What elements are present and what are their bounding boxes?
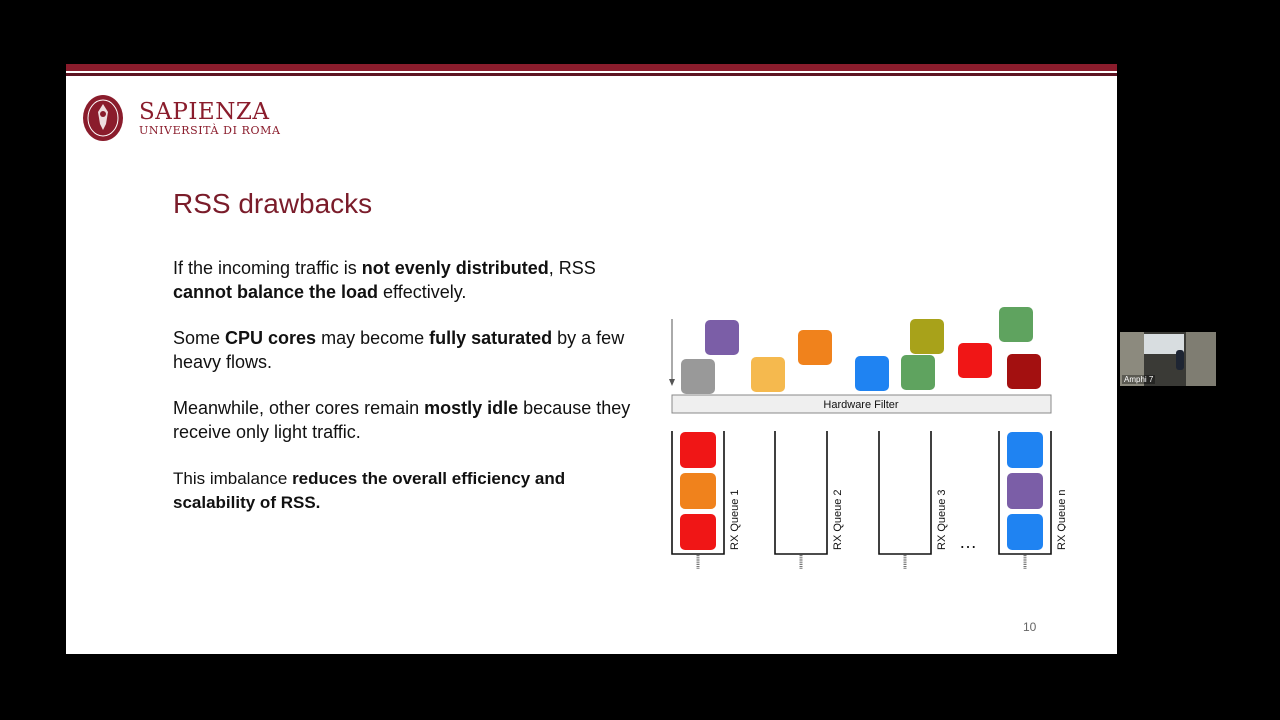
- incoming-packet: [1007, 354, 1041, 389]
- bold-text: CPU cores: [225, 328, 317, 348]
- queued-packet: [1007, 514, 1043, 550]
- slide-title: RSS drawbacks: [173, 188, 373, 219]
- incoming-packet: [901, 355, 935, 390]
- bullet-paragraph: Some CPU cores may become fully saturate…: [173, 327, 643, 374]
- webcam-person: [1176, 350, 1184, 370]
- rx-queue-label: RX Queue 2: [832, 489, 844, 550]
- header-band-thin: [66, 73, 1117, 76]
- rx-queue-label: RX Queue 1: [729, 489, 741, 550]
- bullet-paragraph: This imbalance reduces the overall effic…: [173, 467, 643, 514]
- incoming-packet: [681, 359, 715, 394]
- text-run: because they receive only light traffic.: [173, 398, 631, 442]
- slide-body-text: If the incoming traffic is not evenly di…: [173, 257, 643, 537]
- rx-queue-label: RX Queue 3: [936, 489, 948, 550]
- webcam-projector-screen: [1144, 334, 1184, 354]
- university-seal-icon: [83, 95, 123, 141]
- hardware-filter-bar: [671, 394, 1052, 414]
- queued-packet: [1007, 432, 1043, 468]
- incoming-packet: [999, 307, 1033, 342]
- text-run: , RSS: [548, 258, 596, 278]
- bold-text: reduces the overall efficiency and scala…: [173, 469, 566, 512]
- text-run: Some: [173, 328, 226, 348]
- rx-queue-outline: [671, 431, 725, 555]
- bullet-paragraph: Meanwhile, other cores remain mostly idl…: [173, 397, 643, 444]
- queued-packet: [680, 473, 716, 509]
- bold-text: mostly idle: [424, 398, 519, 418]
- incoming-packet: [705, 320, 739, 355]
- text-run: This imbalance: [173, 469, 293, 488]
- queued-packet: [680, 432, 716, 468]
- rx-queue-outline: [998, 431, 1052, 555]
- rx-queue-label: RX Queue n: [1056, 489, 1066, 550]
- hardware-filter-label: Hardware Filter: [823, 399, 899, 411]
- arrow-head-icon: [669, 379, 675, 386]
- webcam-label: Amphi 7: [1122, 375, 1156, 384]
- queued-packet: [680, 514, 716, 550]
- university-logo: SAPIENZA UNIVERSITÀ DI ROMA: [139, 100, 281, 138]
- logo-name: SAPIENZA: [139, 99, 270, 125]
- incoming-packet: [798, 330, 832, 365]
- text-run: If the incoming traffic is: [173, 258, 362, 278]
- webcam-thumbnail[interactable]: Amphi 7: [1120, 332, 1216, 386]
- incoming-packet: [958, 343, 992, 378]
- text-run: Meanwhile, other cores remain: [173, 398, 425, 418]
- bold-text: cannot balance the load: [173, 281, 379, 302]
- logo-subtitle: UNIVERSITÀ DI ROMA: [139, 124, 281, 137]
- text-run: may become: [316, 328, 430, 348]
- incoming-packet: [910, 319, 944, 354]
- queued-packet: [1007, 473, 1043, 509]
- ellipsis: …: [959, 532, 977, 552]
- text-run: effectively.: [378, 281, 467, 302]
- rx-queue-outline: [878, 431, 932, 555]
- bold-text: not evenly distributed: [361, 258, 549, 278]
- bold-text: fully saturated: [429, 328, 553, 348]
- incoming-packet: [855, 356, 889, 391]
- header-band: [66, 64, 1117, 71]
- presentation-slide: SAPIENZA UNIVERSITÀ DI ROMA RSS drawback…: [66, 64, 1117, 654]
- rx-queue-outline: [774, 431, 828, 555]
- bullet-paragraph: If the incoming traffic is not evenly di…: [173, 257, 643, 304]
- incoming-packet: [751, 357, 785, 392]
- page-number: 10: [1023, 620, 1037, 634]
- text-run: by a few heavy flows.: [173, 328, 625, 372]
